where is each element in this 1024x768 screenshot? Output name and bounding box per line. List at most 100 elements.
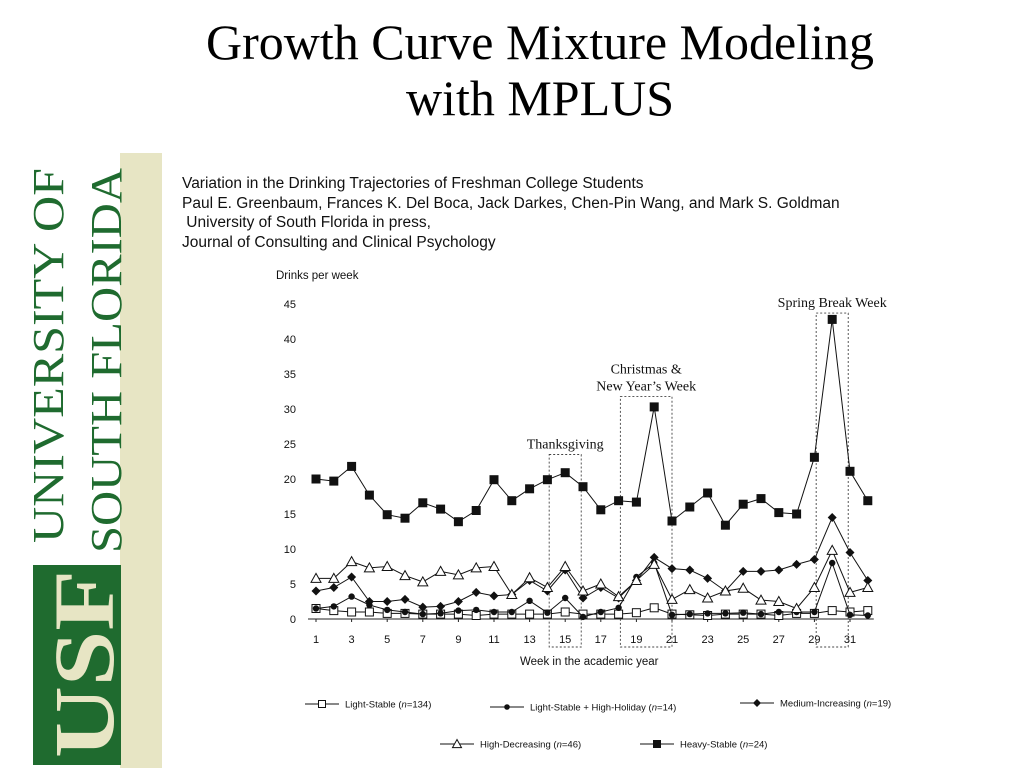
x-tick-label: 21	[666, 634, 678, 646]
annotation-label: New Year’s Week	[596, 379, 696, 394]
x-tick-label: 11	[488, 634, 499, 646]
data-point	[526, 597, 533, 604]
data-point	[631, 608, 641, 618]
data-point	[505, 588, 518, 599]
x-tick-label: 7	[420, 634, 426, 646]
logo-text-line-1: UNIVERSITY OF	[24, 168, 73, 543]
annotation-label: Christmas &	[611, 362, 682, 377]
data-point	[685, 565, 695, 575]
data-point	[507, 496, 517, 506]
data-point	[559, 560, 572, 571]
x-tick-label: 19	[630, 634, 642, 646]
annotation-label: Thanksgiving	[527, 438, 604, 453]
x-tick-label: 13	[523, 634, 535, 646]
data-point	[471, 587, 481, 597]
x-tick-label: 1	[313, 634, 319, 646]
data-point	[774, 508, 784, 518]
legend-label: High-Decreasing (n=46)	[480, 740, 581, 751]
data-point	[668, 611, 676, 618]
x-tick-label: 31	[844, 634, 856, 646]
legend-marker	[753, 699, 761, 707]
series-line	[315, 516, 869, 608]
data-point	[755, 594, 767, 605]
data-point	[329, 583, 339, 592]
data-point	[648, 558, 661, 569]
data-point	[630, 574, 643, 585]
data-point	[310, 572, 322, 583]
data-point	[738, 499, 748, 509]
data-point	[826, 544, 839, 555]
slide-title: Growth Curve Mixture Modeling with MPLUS	[100, 14, 980, 126]
data-point	[508, 608, 515, 616]
data-point	[473, 606, 480, 614]
data-point	[311, 474, 321, 484]
logo-mark: USF	[36, 570, 132, 758]
data-point	[347, 572, 357, 582]
annotation-label: Spring Break Week	[778, 296, 887, 311]
x-tick-label: 15	[559, 634, 571, 646]
data-point	[808, 581, 821, 592]
data-point	[453, 597, 463, 606]
data-point	[704, 610, 711, 617]
data-point	[381, 560, 394, 571]
data-point	[844, 586, 856, 597]
data-point	[364, 490, 374, 500]
data-point	[614, 609, 624, 619]
legend-item: Medium-Increasing (n=19)	[740, 699, 891, 710]
data-point	[452, 568, 465, 580]
series-3	[310, 544, 874, 613]
y-tick-label: 10	[284, 544, 296, 556]
data-point	[827, 314, 837, 324]
legend-marker	[653, 740, 661, 748]
data-point	[523, 571, 536, 583]
y-tick-label: 35	[284, 369, 296, 381]
citation-block: Variation in the Drinking Trajectories o…	[182, 174, 840, 252]
data-point	[615, 604, 622, 611]
data-point	[525, 609, 535, 619]
citation-journal: Journal of Consulting and Clinical Psych…	[182, 233, 496, 251]
data-point	[434, 565, 447, 576]
x-tick-label: 9	[455, 634, 461, 646]
data-point	[827, 513, 837, 522]
annotation-box	[815, 312, 849, 648]
legend-marker	[504, 704, 510, 710]
data-point	[455, 607, 462, 614]
data-point	[792, 509, 802, 519]
data-point	[382, 597, 392, 606]
data-point	[845, 466, 855, 476]
data-point	[329, 476, 339, 486]
data-point	[470, 561, 483, 573]
data-point	[719, 584, 732, 596]
data-point	[436, 601, 446, 611]
drinking-trajectories-chart: Drinks per week Week in the academic yea…	[276, 270, 891, 751]
data-point	[772, 595, 785, 606]
data-point	[863, 576, 873, 585]
data-point	[347, 461, 357, 471]
data-point	[327, 572, 340, 583]
data-point	[363, 561, 376, 573]
logo-mark-box	[33, 565, 121, 765]
data-point	[345, 555, 358, 567]
data-point	[703, 488, 713, 498]
data-point	[649, 402, 659, 412]
data-point	[436, 504, 446, 514]
data-point	[418, 498, 428, 508]
legend-item: Light-Stable + High-Holiday (n=14)	[490, 703, 676, 714]
legend-item: Light-Stable (n=134)	[305, 700, 431, 711]
data-point	[756, 566, 766, 576]
data-point	[596, 505, 606, 515]
data-point	[775, 608, 782, 616]
data-point	[861, 581, 874, 592]
data-point	[809, 555, 819, 564]
data-point	[437, 610, 444, 617]
data-point	[384, 606, 391, 614]
data-point	[649, 603, 659, 613]
data-point	[701, 591, 714, 603]
annotation-box	[548, 454, 582, 648]
data-point	[525, 484, 535, 494]
series-1	[312, 559, 871, 621]
data-point	[544, 609, 551, 616]
citation-affiliation: University of South Florida in press,	[182, 214, 431, 231]
data-point	[330, 603, 337, 610]
series-4	[311, 314, 873, 530]
